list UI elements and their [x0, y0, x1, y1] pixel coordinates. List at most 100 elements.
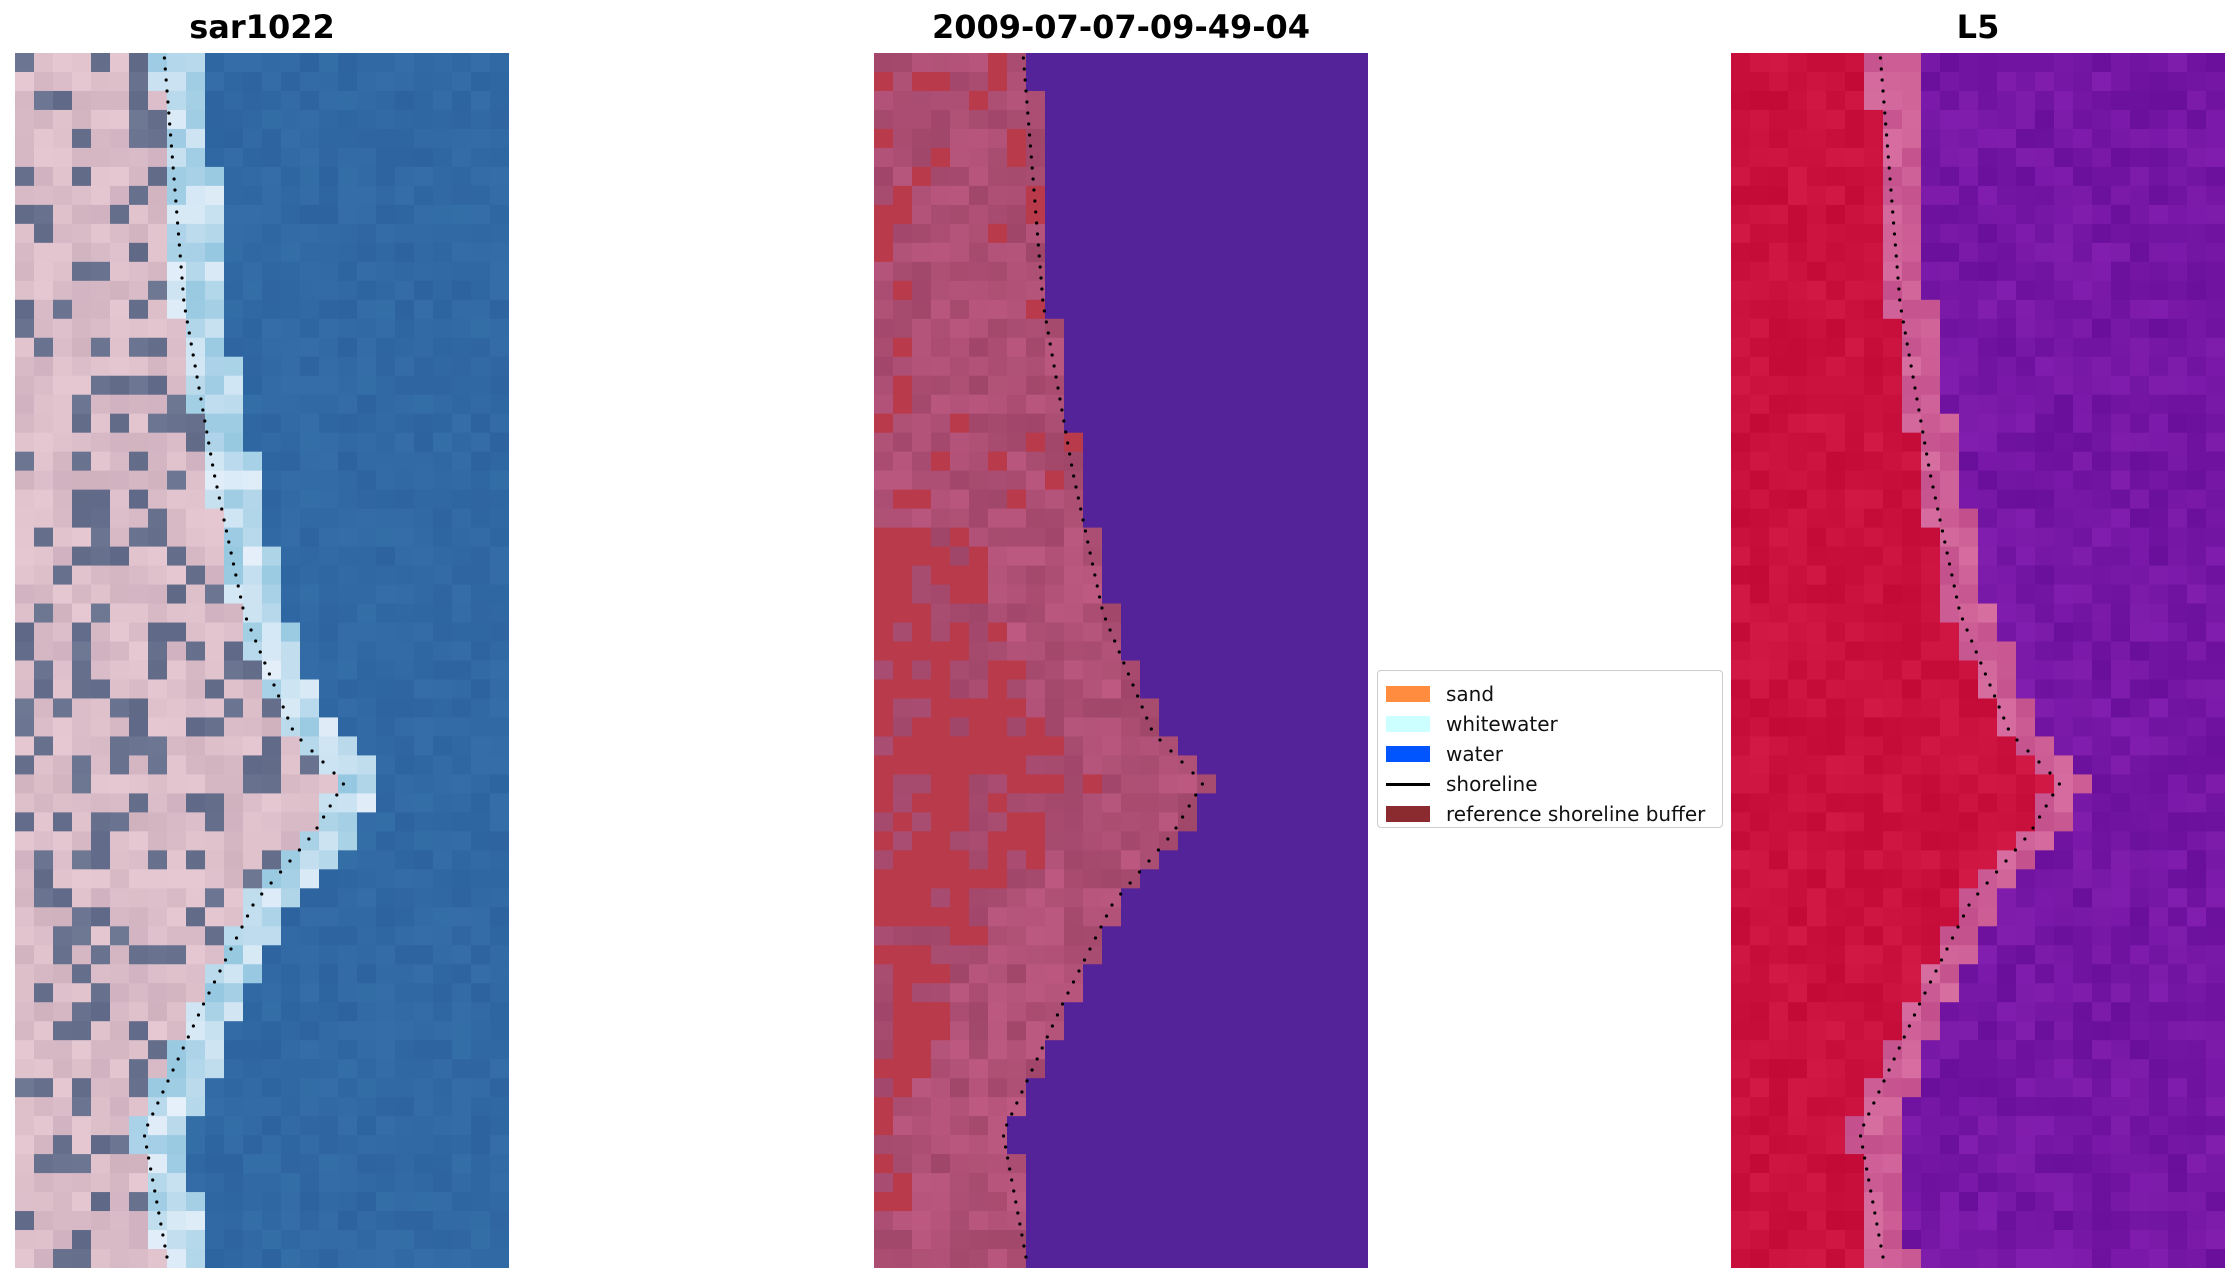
pixel	[2073, 1154, 2093, 1174]
pixel	[15, 1192, 35, 1212]
pixel	[1731, 185, 1751, 206]
pixel	[1750, 508, 1770, 529]
pixel	[2187, 1040, 2207, 1060]
pixel	[319, 432, 339, 453]
pixel	[319, 736, 339, 757]
pixel	[1902, 565, 1922, 586]
pixel	[2149, 280, 2169, 301]
pixel	[2149, 869, 2169, 889]
pixel	[2149, 223, 2169, 244]
pixel	[1845, 1249, 1865, 1268]
shoreline-dots	[1001, 56, 1204, 1259]
pixel	[129, 945, 149, 965]
pixel	[2111, 413, 2131, 434]
pixel	[1064, 584, 1084, 605]
pixel	[1007, 546, 1027, 567]
pixel	[1807, 1097, 1827, 1117]
pixel	[969, 1230, 989, 1250]
pixel	[893, 432, 913, 453]
pixel	[72, 375, 92, 396]
pixel	[1292, 413, 1312, 434]
pixel	[129, 223, 149, 244]
pixel	[1788, 679, 1808, 700]
pixel	[338, 413, 358, 434]
pixel	[1235, 299, 1255, 320]
pixel	[2168, 1116, 2188, 1136]
pixel	[1083, 1230, 1103, 1250]
pixel	[205, 964, 225, 984]
pixel	[2111, 1230, 2131, 1250]
pixel	[357, 223, 377, 244]
pixel	[471, 831, 491, 851]
pixel	[1216, 1059, 1236, 1079]
pixel	[2130, 660, 2150, 681]
pixel	[1273, 299, 1293, 320]
pixel	[950, 318, 970, 339]
pixel	[72, 812, 92, 832]
pixel	[338, 1021, 358, 1041]
pixel	[1102, 774, 1122, 794]
pixel	[452, 1211, 472, 1231]
pixel	[452, 717, 472, 738]
pixel	[2130, 356, 2150, 377]
pixel	[1045, 660, 1065, 681]
pixel	[1311, 1192, 1331, 1212]
pixel	[1788, 1116, 1808, 1136]
pixel	[1864, 53, 1884, 73]
pixel	[53, 1230, 73, 1250]
pixel	[72, 1059, 92, 1079]
pixel	[53, 584, 73, 605]
pixel	[2092, 166, 2112, 187]
pixel	[1807, 1154, 1827, 1174]
pixel	[2130, 964, 2150, 984]
pixel	[1178, 1078, 1198, 1098]
pixel	[167, 850, 187, 870]
pixel	[1921, 907, 1941, 927]
pixel	[893, 869, 913, 889]
pixel	[1921, 1021, 1941, 1041]
pixel	[1064, 603, 1084, 624]
pixel	[91, 964, 111, 984]
pixel	[91, 299, 111, 320]
pixel	[2149, 1135, 2169, 1155]
pixel	[357, 1078, 377, 1098]
pixel	[2035, 147, 2055, 168]
pixel	[2168, 147, 2188, 168]
pixel	[1102, 755, 1122, 776]
pixel	[2187, 90, 2207, 111]
pixel	[414, 223, 434, 244]
pixel	[2168, 1078, 2188, 1098]
pixel	[988, 1230, 1008, 1250]
pixel	[1997, 1173, 2017, 1193]
pixel	[1235, 1154, 1255, 1174]
pixel	[1254, 755, 1274, 776]
pixel	[1864, 413, 1884, 434]
pixel	[969, 166, 989, 187]
pixel	[1216, 1173, 1236, 1193]
pixel	[1083, 660, 1103, 681]
pixel	[376, 945, 396, 965]
pixel	[1235, 1173, 1255, 1193]
pixel	[471, 1135, 491, 1155]
pixel	[1997, 793, 2017, 813]
pixel	[931, 261, 951, 282]
pixel	[1807, 166, 1827, 187]
pixel	[950, 451, 970, 472]
pixel	[2035, 1230, 2055, 1250]
pixel	[91, 983, 111, 1003]
pixel	[452, 1078, 472, 1098]
pixel	[376, 1040, 396, 1060]
pixel	[1978, 584, 1998, 605]
pixel	[1273, 641, 1293, 662]
pixel	[338, 356, 358, 377]
pixel	[452, 603, 472, 624]
pixel	[357, 907, 377, 927]
pixel	[1273, 1211, 1293, 1231]
pixel	[2206, 983, 2225, 1003]
pixel	[1083, 242, 1103, 263]
pixel	[1731, 71, 1751, 92]
pixel	[1159, 394, 1179, 415]
pixel	[1788, 470, 1808, 491]
pixel	[490, 109, 509, 130]
pixel	[1864, 1097, 1884, 1117]
